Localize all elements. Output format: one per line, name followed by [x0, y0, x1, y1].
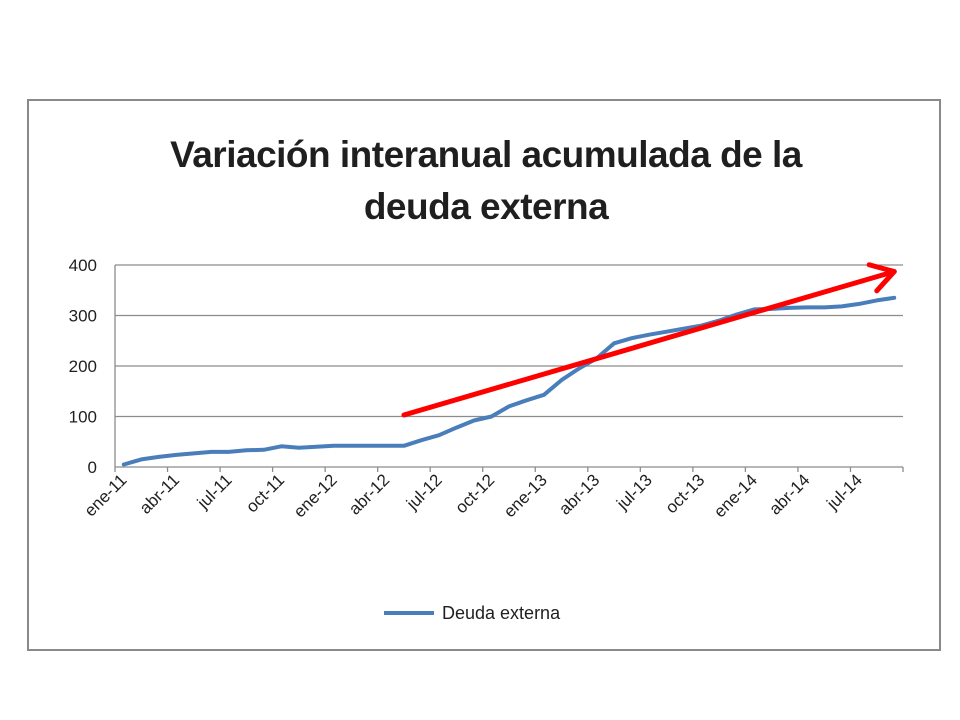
chart-title: Variación interanual acumulada de la deu…	[29, 129, 943, 233]
x-tick-label: jul-11	[193, 470, 236, 513]
y-tick-label: 200	[69, 357, 97, 376]
x-tick-label: jul-12	[402, 470, 446, 514]
chart-area: Variación interanual acumulada de la deu…	[27, 99, 941, 651]
x-tick-label: abr-14	[765, 470, 813, 518]
x-tick-label: jul-13	[612, 470, 656, 514]
legend: Deuda externa	[384, 601, 560, 625]
x-tick-label: ene-13	[500, 470, 551, 521]
y-tick-label: 300	[69, 307, 97, 326]
x-tick-label: ene-12	[290, 470, 341, 521]
chart-title-line-1: Variación interanual acumulada de la	[170, 134, 802, 175]
chart-title-line-2: deuda externa	[363, 186, 609, 227]
x-tick-label: abr-13	[555, 470, 603, 518]
y-tick-label: 0	[88, 458, 97, 477]
y-tick-label: 400	[69, 256, 97, 275]
x-tick-label: abr-12	[345, 470, 393, 518]
x-tick-label: oct-11	[242, 470, 288, 516]
x-tick-label: oct-13	[662, 470, 709, 517]
x-tick-label: jul-14	[822, 470, 866, 514]
x-tick-label: ene-14	[710, 470, 761, 521]
trend-arrowhead	[866, 262, 897, 294]
y-tick-label: 100	[69, 408, 97, 427]
x-tick-label: oct-12	[451, 470, 498, 517]
x-tick-label: abr-11	[136, 470, 183, 517]
series-line-0	[121, 295, 897, 467]
trend-arrow	[401, 269, 897, 418]
x-tick-label: ene-11	[81, 470, 131, 520]
legend-swatch	[384, 611, 434, 615]
legend-label: Deuda externa	[442, 602, 561, 623]
